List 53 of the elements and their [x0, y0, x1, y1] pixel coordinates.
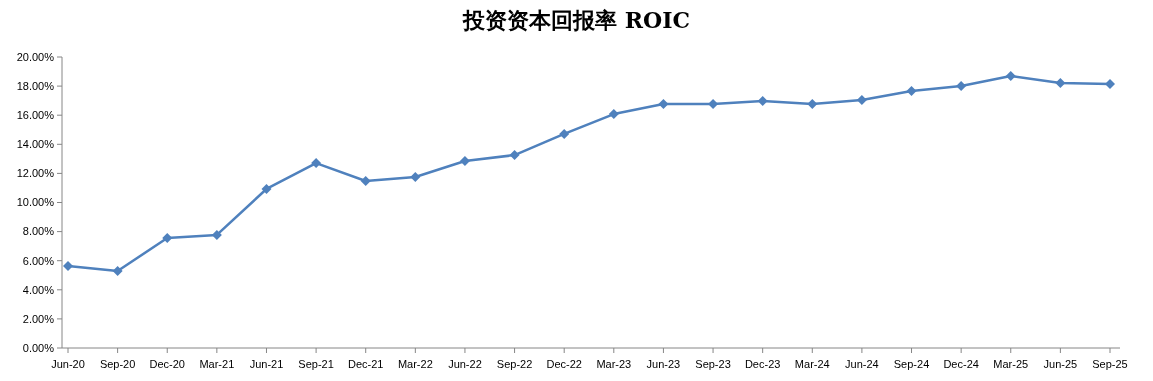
point [608, 109, 619, 120]
y-tick-label: 0.00% [22, 341, 55, 354]
point [559, 128, 570, 139]
x-tick-label: Jun-25 [1043, 358, 1078, 370]
y-tick-label: 16.00% [16, 109, 55, 122]
x-tick-label: Dec-22 [546, 358, 582, 370]
point [906, 86, 917, 97]
y-tick-label: 2.00% [22, 312, 55, 325]
y-tick-label: 6.00% [22, 254, 55, 267]
point [807, 99, 818, 109]
point [956, 81, 967, 92]
x-tick-label: Sep-25 [1092, 358, 1128, 370]
x-tick-label: Dec-24 [943, 358, 979, 370]
y-tick-label: 8.00% [22, 225, 55, 238]
x-tick-label: Jun-23 [646, 358, 681, 370]
point [261, 183, 272, 194]
x-tick-label: Jun-22 [448, 358, 482, 370]
y-tick-label: 20.00% [16, 50, 55, 63]
y-tick-label: 4.00% [22, 283, 55, 296]
x-tick-label: Mar-24 [794, 358, 830, 370]
point [757, 95, 768, 106]
point [410, 172, 421, 183]
x-tick-label: Mar-21 [199, 358, 235, 370]
x-tick-label: Sep-24 [893, 358, 930, 370]
x-tick-label: Mar-23 [596, 358, 632, 370]
point [1105, 79, 1115, 90]
x-tick-label: Sep-22 [496, 358, 533, 370]
point [509, 150, 520, 161]
x-tick-label: Dec-21 [347, 358, 384, 370]
y-tick-label: 10.00% [16, 196, 55, 209]
point [856, 95, 867, 106]
x-tick-label: Jun-24 [845, 358, 879, 370]
x-tick-label: Jun-21 [249, 358, 284, 370]
y-tick-label: 12.00% [16, 167, 55, 180]
point [1055, 78, 1066, 89]
x-tick-label: Dec-20 [149, 358, 185, 370]
point [459, 156, 470, 167]
point [658, 99, 669, 109]
point [311, 158, 322, 169]
x-tick-label: Sep-20 [99, 358, 136, 370]
x-tick-label: Sep-23 [695, 358, 731, 370]
chart-title: 投资资本回报率 ROIC [462, 7, 690, 33]
point [112, 266, 123, 277]
y-tick-label: 18.00% [16, 79, 55, 92]
point [63, 260, 73, 271]
x-tick-label: Dec-23 [744, 358, 781, 370]
x-tick-label: Mar-25 [993, 358, 1029, 370]
x-tick-label: Mar-22 [397, 358, 433, 370]
x-tick-label: Jun-20 [51, 358, 85, 370]
point [1005, 71, 1016, 82]
point [360, 175, 371, 186]
x-tick-label: Sep-21 [298, 358, 334, 370]
y-tick-label: 14.00% [16, 138, 55, 151]
